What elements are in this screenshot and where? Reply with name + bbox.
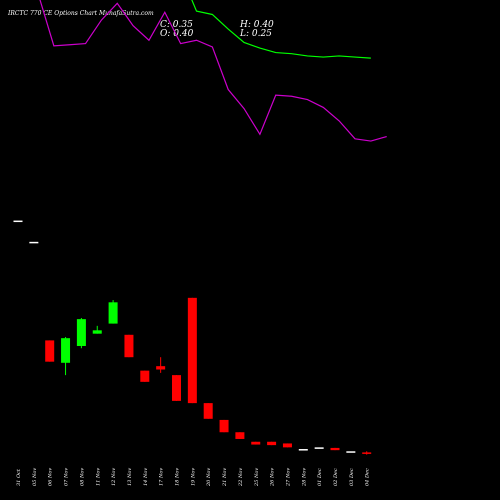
x-tick-label: 08 Nov bbox=[79, 468, 85, 486]
candle-body bbox=[124, 334, 134, 358]
candle-body bbox=[13, 220, 23, 223]
x-tick-label: 22 Nov bbox=[238, 468, 244, 487]
candle-body bbox=[267, 441, 277, 446]
candle-body bbox=[362, 452, 372, 454]
candle bbox=[13, 220, 23, 223]
x-tick-label: 18 Nov bbox=[175, 468, 181, 486]
candle-body bbox=[108, 302, 118, 324]
x-tick-label: 13 Nov bbox=[127, 468, 133, 486]
x-tick-label: 21 Nov bbox=[222, 468, 228, 487]
candle-body bbox=[61, 338, 71, 363]
candle-body bbox=[187, 297, 197, 404]
candle-body bbox=[330, 447, 340, 451]
x-tick-label: 11 Nov bbox=[95, 468, 101, 486]
candle-body bbox=[29, 241, 39, 244]
candle bbox=[203, 403, 213, 419]
candle bbox=[140, 370, 150, 382]
candle-body bbox=[45, 340, 55, 362]
candle-body bbox=[76, 319, 86, 346]
close-readout: C: 0.35 bbox=[160, 20, 193, 30]
x-tick-label: 01 Dec bbox=[317, 468, 323, 486]
candle bbox=[235, 432, 245, 439]
candle bbox=[61, 337, 71, 376]
x-tick-label: 19 Nov bbox=[190, 468, 196, 486]
candle bbox=[156, 357, 166, 373]
candle-body bbox=[140, 370, 150, 382]
candle-body bbox=[298, 449, 308, 451]
candle bbox=[219, 419, 229, 433]
candle bbox=[346, 451, 356, 453]
candle-body bbox=[219, 419, 229, 433]
candles bbox=[13, 220, 372, 455]
x-tick-label: 28 Nov bbox=[301, 468, 307, 487]
candle bbox=[29, 241, 39, 244]
candle bbox=[314, 447, 324, 449]
candle bbox=[92, 325, 102, 334]
candle-body bbox=[235, 432, 245, 439]
ma-line-magenta bbox=[39, 0, 387, 142]
candle-body bbox=[314, 447, 324, 449]
candle-body bbox=[156, 366, 166, 370]
x-tick-label: 25 Nov bbox=[254, 468, 260, 487]
candle bbox=[330, 447, 340, 451]
candle bbox=[172, 375, 181, 401]
chart-title: IRCTC 770 CE Options Chart MunafaSutra.c… bbox=[7, 10, 154, 17]
candle bbox=[45, 340, 55, 362]
open-readout: O: 0.40 bbox=[160, 29, 194, 39]
candle bbox=[282, 443, 292, 448]
x-tick-label: 03 Dec bbox=[349, 468, 355, 486]
candle-body bbox=[92, 330, 102, 334]
high-readout: H: 0.40 bbox=[239, 20, 274, 30]
candle bbox=[76, 318, 86, 349]
x-tick-label: 02 Dec bbox=[333, 468, 339, 486]
candle bbox=[298, 449, 308, 451]
candle bbox=[251, 441, 261, 445]
moving-averages bbox=[39, 0, 387, 142]
candle bbox=[108, 300, 118, 324]
candle-body bbox=[346, 451, 356, 453]
x-tick-label: 14 Nov bbox=[143, 468, 149, 486]
candle-body bbox=[282, 443, 292, 448]
candle bbox=[362, 451, 372, 455]
x-tick-label: 17 Nov bbox=[159, 468, 165, 486]
candle-body bbox=[251, 441, 261, 445]
x-tick-label: 05 Nov bbox=[32, 468, 38, 486]
candle bbox=[187, 297, 197, 404]
candle-body bbox=[203, 403, 213, 419]
x-tick-label: 27 Nov bbox=[285, 468, 291, 487]
ma-line-green bbox=[191, 0, 371, 59]
candle bbox=[267, 441, 277, 446]
x-tick-label: 26 Nov bbox=[270, 468, 276, 487]
x-tick-label: 04 Dec bbox=[365, 468, 371, 486]
x-tick-label: 12 Nov bbox=[111, 468, 117, 486]
x-tick-label: 06 Nov bbox=[48, 468, 54, 486]
low-readout: L: 0.25 bbox=[239, 29, 272, 39]
x-axis-ticks: 31 Oct 05 Nov 06 Nov 07 Nov 08 Nov 11 Nov 12 N… bbox=[16, 468, 371, 487]
x-tick-label: 07 Nov bbox=[64, 468, 70, 486]
x-tick-label: 20 Nov bbox=[206, 468, 212, 487]
candle-body bbox=[172, 375, 181, 401]
candle bbox=[124, 334, 134, 358]
x-tick-label: 31 Oct bbox=[16, 468, 22, 486]
